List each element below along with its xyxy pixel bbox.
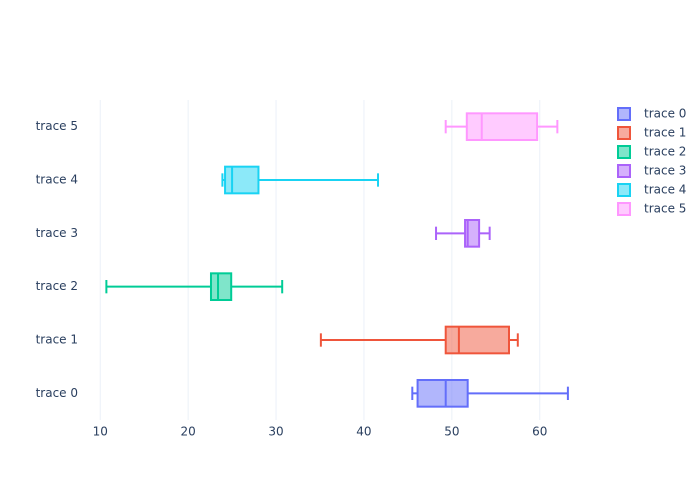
y-tick-label: trace 4 xyxy=(36,173,78,187)
y-tick-label: trace 2 xyxy=(36,279,78,293)
x-tick-label: 50 xyxy=(444,425,459,439)
legend-swatch xyxy=(617,164,631,178)
y-tick-label: trace 0 xyxy=(36,386,78,400)
legend-label: trace 3 xyxy=(644,164,686,178)
y-tick-label: trace 3 xyxy=(36,226,78,240)
legend-label: trace 4 xyxy=(644,183,686,197)
legend-label: trace 0 xyxy=(644,107,686,121)
legend-label: trace 1 xyxy=(644,126,686,140)
legend-label: trace 5 xyxy=(644,202,686,216)
legend-swatch xyxy=(617,202,631,216)
box xyxy=(465,112,539,142)
y-tick-label: trace 1 xyxy=(36,333,78,347)
legend-swatch xyxy=(617,107,631,121)
legend-label: trace 2 xyxy=(644,145,686,159)
legend-swatch xyxy=(617,183,631,197)
y-tick-label: trace 5 xyxy=(36,119,78,133)
box xyxy=(444,325,511,355)
x-tick-label: 20 xyxy=(180,425,195,439)
box xyxy=(416,379,469,408)
box xyxy=(224,165,260,195)
x-tick-label: 60 xyxy=(532,425,547,439)
x-tick-label: 40 xyxy=(356,425,371,439)
box xyxy=(209,272,233,302)
legend-swatch xyxy=(617,145,631,159)
x-tick-label: 30 xyxy=(268,425,283,439)
legend-swatch xyxy=(617,126,631,140)
x-tick-label: 10 xyxy=(93,425,108,439)
